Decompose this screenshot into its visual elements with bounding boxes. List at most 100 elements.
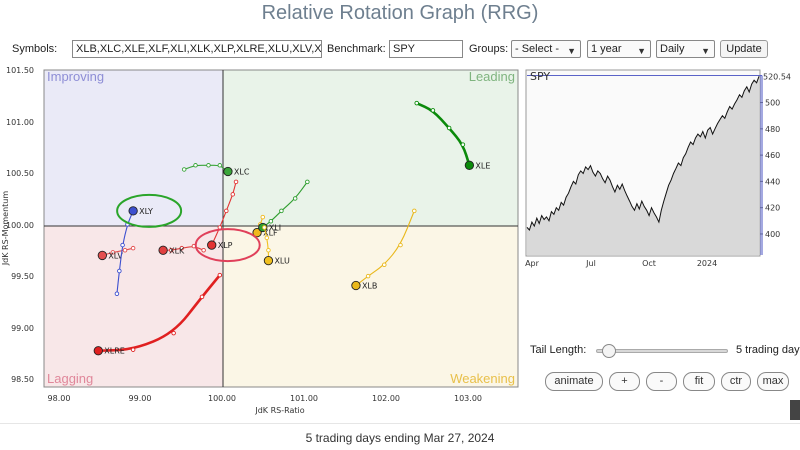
benchmark-x-tick: Oct [642,259,656,268]
benchmark-y-ticks: 500 480 460 440 420 400 [760,99,780,239]
benchmark-price-line [526,76,760,231]
rrg-symbol-label: XLB [362,281,377,290]
rrg-tail-point [460,142,466,147]
benchmark-input[interactable]: SPY [389,40,463,58]
max-button[interactable]: max [757,372,789,391]
rrg-series-xlc[interactable]: XLC [181,163,250,177]
rrg-symbol-label: XLC [234,168,250,177]
rrg-tail-point [120,242,125,248]
plot-frame [43,69,519,388]
rrg-series-xle[interactable]: XLE [414,100,490,170]
benchmark-x-tick: 2024 [697,259,717,268]
y-tick-label: 99.50 [11,272,34,281]
rrg-tail-point [130,347,136,352]
benchmark-x-tick: Jul [585,259,596,268]
rrg-head-marker[interactable] [128,206,138,216]
fit-button[interactable]: fit [683,372,715,391]
rrg-chart[interactable]: Improving Leading Lagging Weakening 98.0… [0,60,522,420]
rrg-head-marker[interactable] [351,280,361,291]
rrg-tail-point [279,208,284,214]
x-tick-label: 102.00 [372,394,400,403]
rrg-head-marker[interactable] [223,166,233,177]
y-tick-label: 101.50 [6,66,34,75]
zoom-out-button[interactable]: - [646,372,677,391]
groups-select[interactable]: - Select - ▼ [511,40,581,58]
tail-length-slider[interactable] [596,349,728,353]
rrg-symbol-label: XLI [269,223,281,232]
benchmark-price-area [527,76,759,255]
rrg-tail-point [110,250,116,255]
rrg-head-marker[interactable] [158,245,168,255]
scroll-handle[interactable] [790,400,800,420]
tail-length-label: Tail Length: [530,344,587,356]
benchmark-y-tick-label: 440 [765,177,780,186]
rrg-highlights-layer [116,193,261,263]
benchmark-chart: 500 480 460 440 420 400 SPY 520.54 Apr Jul Oc… [525,69,791,268]
benchmark-label: Benchmark: [327,43,386,55]
groups-select-value: - Select - [515,43,560,55]
rrg-head-marker[interactable] [252,227,262,238]
rrg-series-xly[interactable]: XLY [114,206,153,297]
rrg-tail-point [262,225,267,230]
center-button[interactable]: ctr [721,372,751,391]
benchmark-label: SPY [530,70,550,83]
rrg-tail-point [414,100,419,106]
footer-caption: 5 trading days ending Mar 27, 2024 [305,431,495,445]
rrg-tail-point [230,192,236,197]
y-axis-title: JdK RS-Momentum [1,191,10,267]
rrg-series-xlre[interactable]: XLRE [93,272,223,356]
rrg-series-xlb[interactable]: XLB [351,208,417,291]
period-select-value: 1 year [591,43,622,55]
x-axis-title: JdK RS-Ratio [254,406,304,415]
chevron-down-icon: ▼ [637,46,646,56]
rrg-symbol-label: XLP [218,241,233,250]
zoom-in-button[interactable]: + [609,372,640,391]
rrg-head-marker[interactable] [207,240,217,250]
frequency-select[interactable]: Daily ▼ [656,40,715,58]
rrg-tail-point [398,242,403,248]
rrg-tail-point [130,245,136,251]
rrg-tail-line [416,101,471,166]
rrg-series-xlu[interactable]: XLU [262,225,290,266]
rrg-head-marker[interactable] [93,346,103,356]
rrg-tail-point [217,272,223,278]
rrg-head-marker[interactable] [464,160,475,170]
rrg-symbol-label: XLU [274,257,290,266]
animate-button[interactable]: animate [545,372,603,391]
rrg-series-xlk[interactable]: XLK [158,243,206,255]
rrg-head-marker[interactable] [263,255,274,266]
quadrant-label-leading: Leading [469,69,515,84]
footer-divider [0,423,800,424]
rrg-tail-point [199,294,205,300]
rrg-symbol-label: XLRE [104,347,125,356]
benchmark-last-value-bar [760,75,763,255]
benchmark-y-tick-label: 460 [765,151,780,160]
rrg-series-xlv[interactable]: XLV [97,245,136,261]
rrg-tail-point [193,163,198,168]
frequency-select-value: Daily [660,43,685,55]
rrg-tail-point [260,214,266,220]
rrg-head-marker[interactable] [97,250,107,261]
rrg-symbol-label: XLV [108,251,123,260]
period-select[interactable]: 1 year ▼ [587,40,651,58]
rrg-tail-point [446,125,452,131]
tail-length-slider-thumb[interactable] [602,344,617,358]
rrg-tail-point [382,262,387,268]
tail-length-value: 5 trading days [736,344,800,356]
rrg-tail-point [168,248,174,253]
y-tick-label: 98.50 [11,375,34,384]
rrg-tail-point [365,273,371,279]
symbols-label: Symbols: [12,43,58,55]
x-tick-label: 101.00 [290,394,318,403]
symbols-input[interactable]: XLB,XLC,XLE,XLF,XLI,XLK,XLP,XLRE,XLU,XLV… [72,40,322,58]
rrg-tail-point [217,163,223,168]
benchmark-y-tick-label: 500 [765,99,780,108]
benchmark-y-tick-label: 480 [765,125,780,134]
rrg-series-xlp[interactable]: XLP [207,179,239,250]
chevron-down-icon: ▼ [701,46,710,56]
benchmark-y-tick-label: 420 [765,204,780,213]
rrg-symbol-label: XLK [169,246,185,255]
y-tick-label: 100.00 [6,221,34,230]
update-button[interactable]: Update [720,40,768,58]
